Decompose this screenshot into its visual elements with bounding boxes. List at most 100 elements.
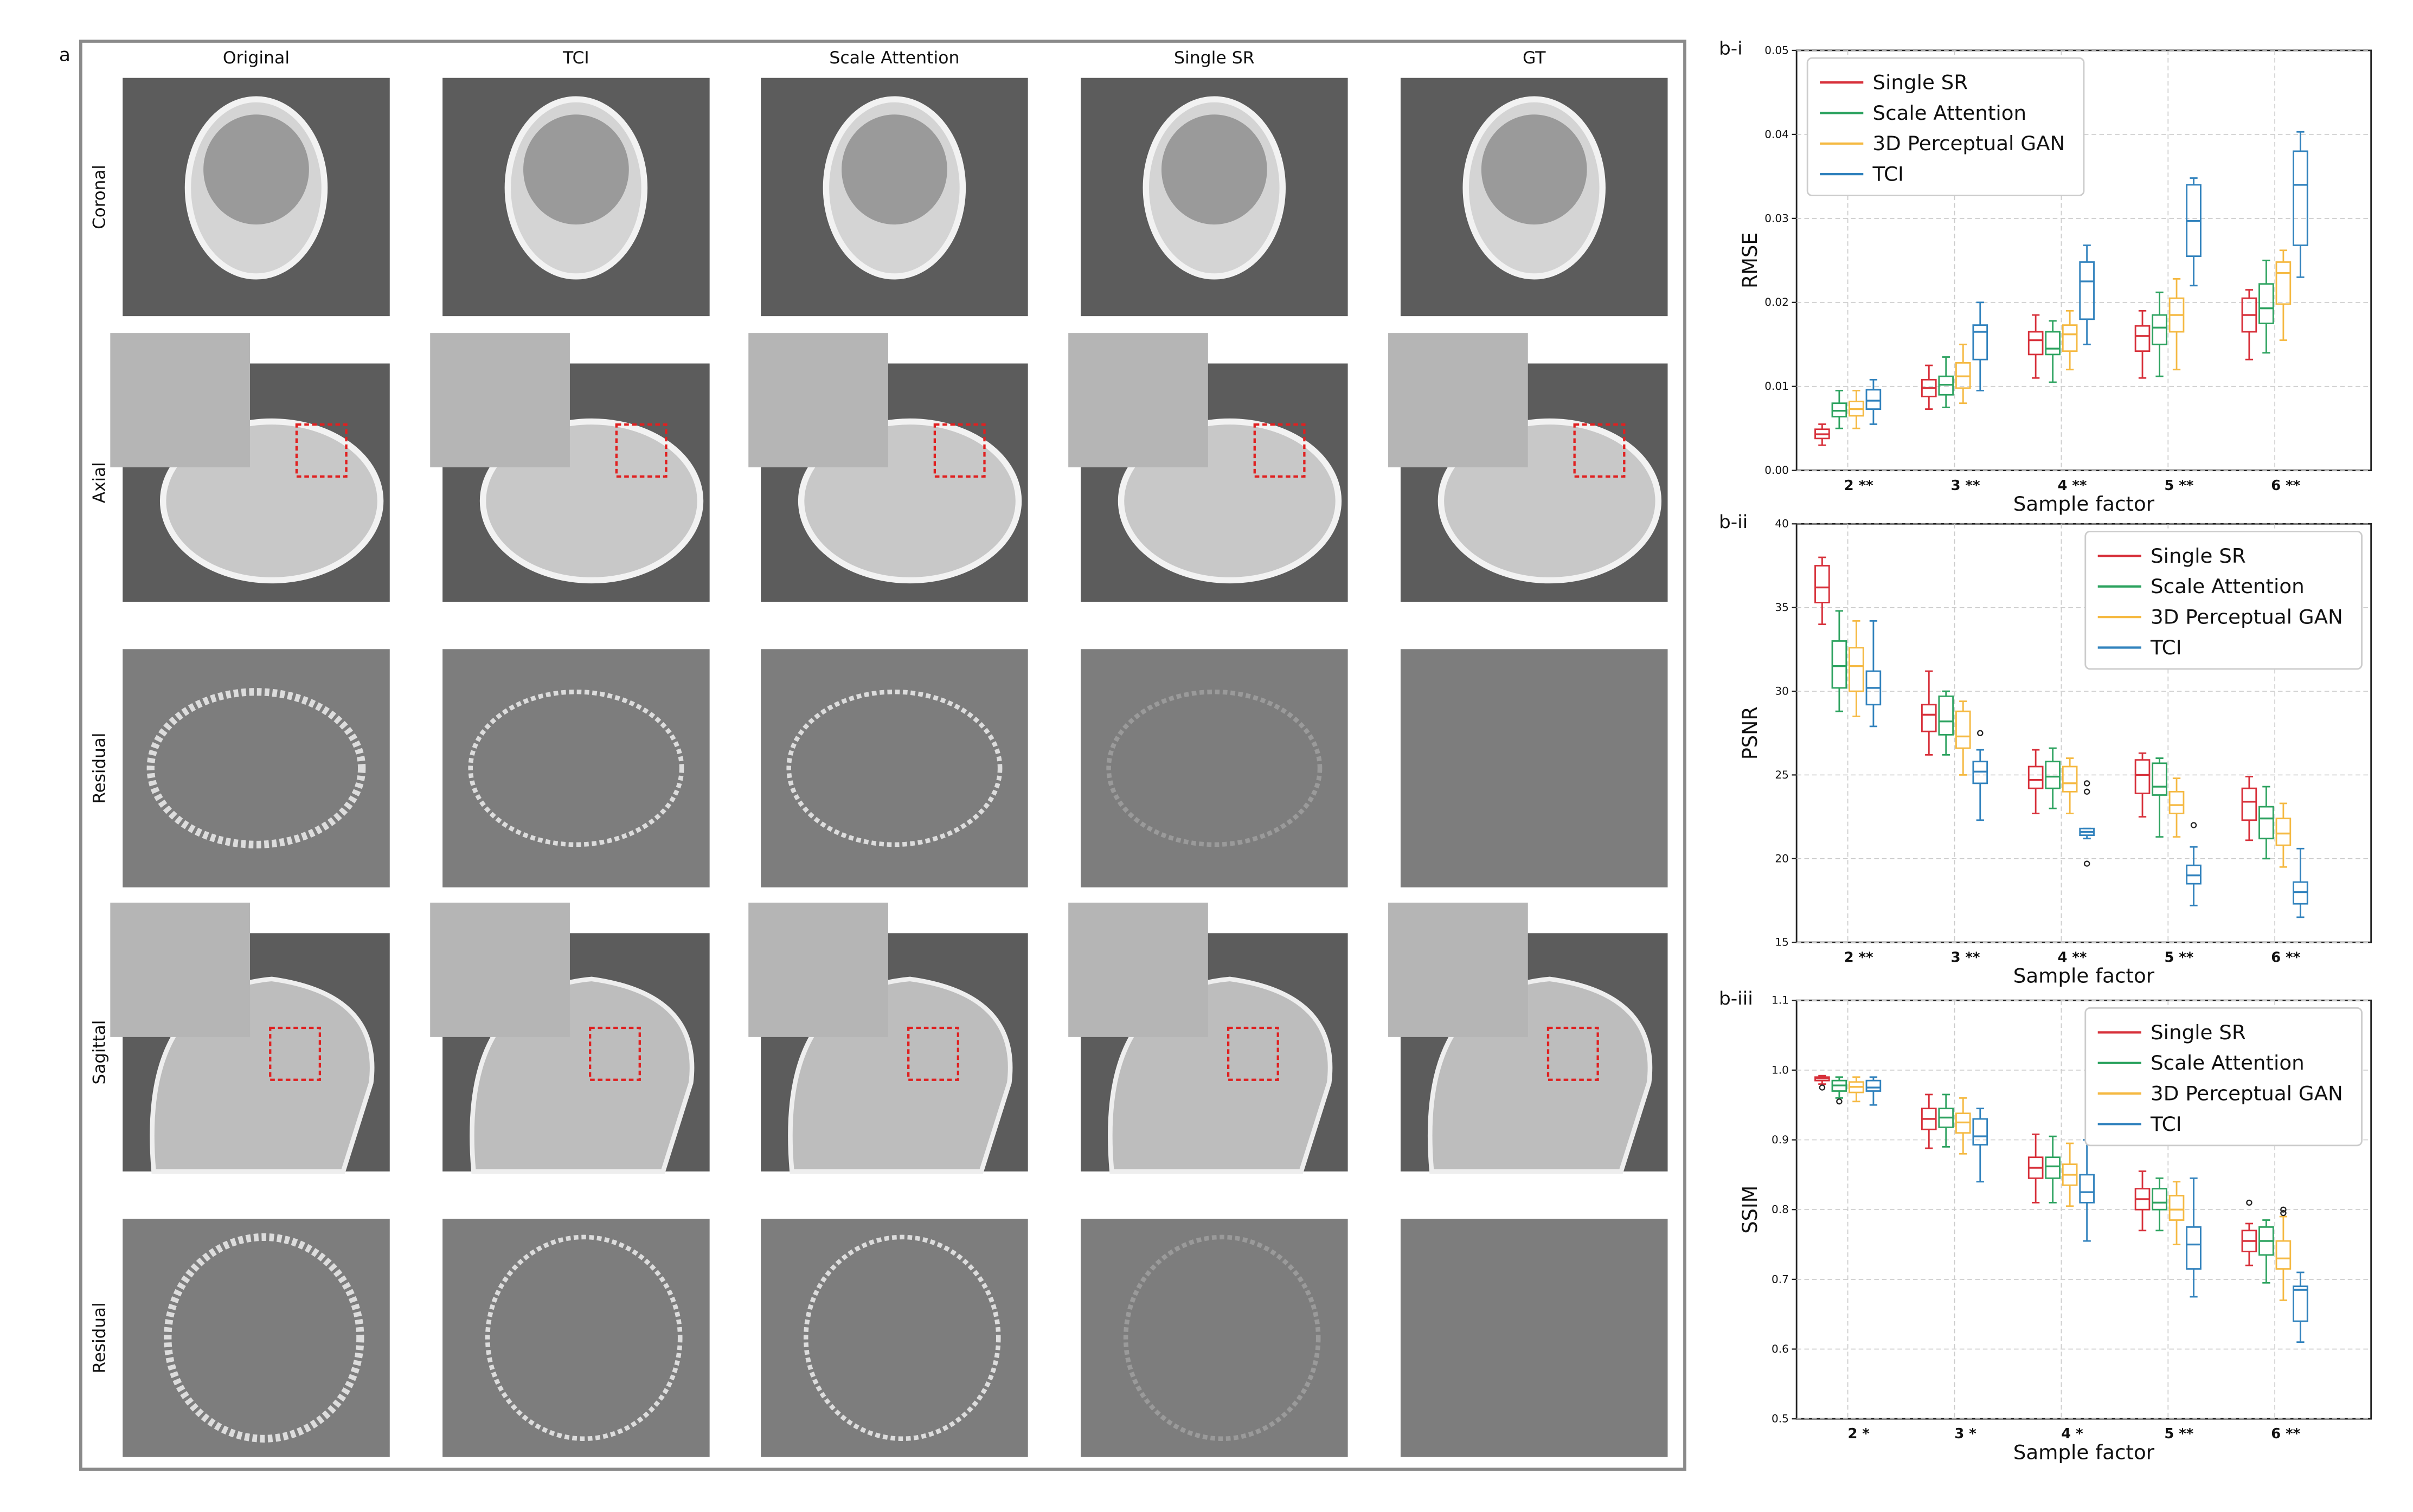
y-tick-label: 0.03 <box>1764 212 1789 224</box>
box <box>2168 1195 2185 1221</box>
y-tick-label: 0.9 <box>1772 1134 1789 1146</box>
y-tick-label: 0.8 <box>1772 1204 1789 1216</box>
box <box>1849 647 1864 692</box>
x-tick-label: 2 * <box>1848 1426 1870 1442</box>
box <box>2045 761 2061 789</box>
panel-label: a <box>59 44 70 66</box>
box <box>2275 1240 2292 1270</box>
y-tick-label: 25 <box>1775 769 1789 781</box>
zoom-region <box>589 1026 641 1081</box>
box <box>1865 1079 1882 1092</box>
x-tick-label: 3 ** <box>1951 478 1980 494</box>
box <box>1972 1118 1988 1146</box>
panel-label: b-i <box>1719 38 1743 60</box>
column-header: Original <box>223 48 290 68</box>
box <box>2241 787 2257 821</box>
box <box>1865 389 1882 410</box>
box <box>1814 565 1830 603</box>
box <box>2186 1226 2202 1270</box>
residual-edge <box>485 1234 683 1442</box>
column-header: Single SR <box>1174 48 1255 68</box>
brain-shape <box>1481 114 1587 225</box>
box <box>2027 765 2044 789</box>
box <box>1921 704 1937 732</box>
zoom-inset <box>748 333 888 468</box>
x-axis-label: Sample factor <box>2013 1441 2155 1464</box>
row-label: Axial <box>89 462 109 503</box>
brain-shape <box>1161 114 1267 225</box>
column-header: TCI <box>562 48 589 68</box>
zoom-inset <box>1068 902 1208 1037</box>
y-tick-label: 40 <box>1775 518 1789 530</box>
x-tick-label: 3 ** <box>1951 949 1980 966</box>
y-tick-label: 0.05 <box>1764 44 1789 57</box>
box <box>2275 818 2292 846</box>
legend-label: 3D Perceptual GAN <box>2151 1082 2343 1105</box>
zoom-region <box>295 423 348 478</box>
legend-label: Scale Attention <box>1872 101 2026 125</box>
outlier <box>1819 1084 1826 1091</box>
zoom-inset <box>110 902 251 1037</box>
y-axis-label: PSNR <box>1738 706 1762 760</box>
x-tick-label: 5 ** <box>2164 1426 2193 1442</box>
zoom-inset <box>110 333 251 468</box>
zoom-inset <box>1068 333 1208 468</box>
row-label: Coronal <box>89 165 109 229</box>
y-axis-label: RMSE <box>1738 233 1762 288</box>
legend-box <box>2084 530 2363 670</box>
row-label: Residual <box>89 733 109 804</box>
legend-box <box>2084 1007 2363 1147</box>
residual-edge <box>1106 689 1323 847</box>
y-axis-label: SSIM <box>1738 1186 1762 1234</box>
box <box>2275 261 2292 305</box>
legend-label: TCI <box>2150 1112 2182 1136</box>
x-tick-label: 6 ** <box>2271 949 2300 966</box>
box <box>2134 325 2151 352</box>
mri-image <box>1081 1219 1348 1457</box>
outlier <box>2083 788 2090 795</box>
row-label: Sagittal <box>89 1020 109 1085</box>
outlier <box>2190 822 2197 828</box>
x-axis-label: Sample factor <box>2013 964 2155 988</box>
box <box>2152 1188 2167 1211</box>
box <box>2293 1285 2308 1322</box>
outlier <box>2083 860 2090 867</box>
box <box>1972 324 1988 361</box>
y-tick-label: 0.04 <box>1764 128 1789 141</box>
zoom-region <box>1573 423 1626 478</box>
mri-image <box>123 1219 390 1457</box>
residual-edge <box>786 689 1003 847</box>
box <box>1955 710 1971 749</box>
legend-label: Scale Attention <box>2151 575 2305 598</box>
zoom-inset <box>748 902 888 1037</box>
outlier <box>2246 1199 2252 1206</box>
legend-label: Single SR <box>2151 544 2246 568</box>
residual-edge <box>164 1233 364 1443</box>
y-tick-label: 0.5 <box>1772 1413 1789 1425</box>
residual-edge <box>803 1234 1001 1442</box>
x-tick-label: 2 ** <box>1844 478 1873 494</box>
y-tick-label: 35 <box>1775 601 1789 614</box>
zoom-region <box>615 423 668 478</box>
zoom-region <box>1253 423 1306 478</box>
legend-label: Scale Attention <box>2151 1051 2305 1075</box>
box <box>2045 331 2061 356</box>
legend-label: TCI <box>1872 163 1904 186</box>
box <box>2062 765 2078 793</box>
box <box>2062 324 2078 352</box>
zoom-region <box>933 423 986 478</box>
box <box>2152 762 2167 796</box>
box <box>2134 759 2151 794</box>
x-tick-label: 6 ** <box>2271 478 2300 494</box>
box <box>2079 261 2095 320</box>
brain-shape <box>523 114 629 225</box>
column-header: GT <box>1523 48 1546 68</box>
mri-image <box>442 1219 710 1457</box>
y-tick-label: 20 <box>1775 852 1789 865</box>
box <box>2045 1156 2061 1179</box>
zoom-inset <box>430 902 570 1037</box>
box <box>2258 806 2274 840</box>
y-tick-label: 1.0 <box>1772 1064 1789 1076</box>
